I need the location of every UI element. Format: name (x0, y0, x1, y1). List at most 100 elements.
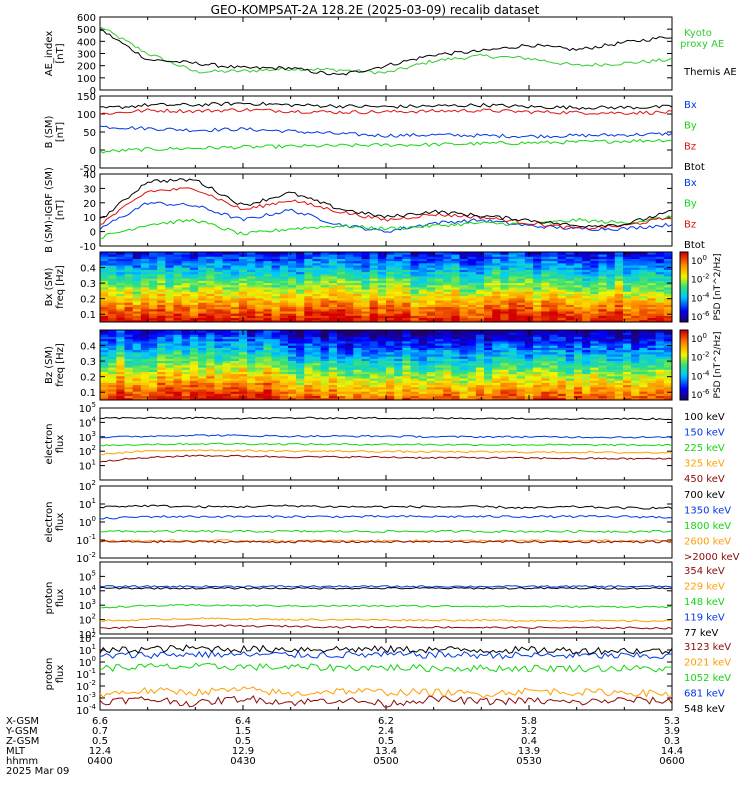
spectrogram-cell (149, 260, 158, 264)
spectrogram-cell (426, 369, 436, 372)
spectrogram-cell (238, 380, 248, 383)
spectrogram-cell (140, 256, 150, 259)
spectrogram-cell (173, 319, 183, 323)
spectrogram-cell (598, 362, 608, 366)
spectrogram-cell (181, 280, 191, 284)
spectrogram-cell (435, 280, 444, 284)
spectrogram-cell (394, 287, 403, 290)
spectrogram-cell (557, 373, 567, 377)
spectrogram-cell (198, 336, 207, 340)
spectrogram-cell (100, 360, 109, 364)
spectrogram-cell (631, 302, 640, 305)
spectrogram-cell (410, 354, 420, 357)
spectrogram-cell (345, 373, 354, 377)
spectrogram-cell (459, 311, 469, 314)
spectrogram-cell (663, 345, 673, 348)
spectrogram-cell (516, 278, 526, 281)
spectrogram-cell (557, 282, 567, 286)
spectrogram-cell (500, 319, 509, 323)
spectrogram-cell (492, 319, 501, 323)
spectrogram-cell (451, 271, 460, 275)
spectrogram-cell (287, 345, 297, 348)
spectrogram-cell (189, 269, 199, 273)
spectrogram-cell (508, 369, 518, 372)
spectrogram-cell (557, 345, 567, 348)
spectrogram-cell (475, 295, 485, 299)
spectrogram-cell (614, 308, 624, 312)
spectrogram-cell (345, 300, 354, 303)
spectrogram-cell (312, 384, 322, 388)
spectrogram-cell (622, 317, 632, 321)
spectrogram-cell (320, 336, 330, 340)
spectrogram-cell (606, 293, 616, 297)
spectrogram-cell (598, 347, 608, 351)
spectrogram-cell (484, 334, 493, 337)
spectrogram-cell (214, 371, 223, 375)
spectrogram-cell (198, 386, 207, 390)
spectrogram-cell (435, 262, 444, 266)
spectrogram-cell (287, 343, 297, 346)
spectrogram-cell (655, 338, 665, 342)
spectrogram-cell (549, 395, 558, 399)
spectrogram-cell (157, 280, 166, 284)
spectrogram-cell (467, 319, 477, 323)
spectrogram-cell (631, 358, 640, 362)
spectrogram-cell (271, 308, 281, 312)
spectrogram-cell (557, 347, 567, 351)
spectrogram-cell (198, 276, 207, 279)
spectrogram-cell (116, 389, 125, 392)
spectrogram-cell (165, 365, 174, 368)
spectrogram-cell (320, 365, 330, 368)
spectrogram-cell (304, 300, 313, 303)
spectrogram-cell (443, 289, 452, 292)
spectrogram-cell (287, 382, 297, 386)
spectrogram-cell (230, 254, 240, 257)
spectrogram-cell (132, 384, 142, 388)
spectrogram-cell (549, 360, 558, 364)
spectrogram-cell (100, 358, 109, 362)
spectrogram-cell (500, 397, 509, 401)
spectrogram-cell (516, 280, 526, 284)
spectrogram-cell (353, 276, 362, 279)
spectrogram-cell (647, 311, 657, 314)
spectrogram-cell (345, 302, 354, 305)
spectrogram-cell (557, 389, 567, 392)
spectrogram-cell (508, 304, 518, 308)
spectrogram-cell (328, 302, 338, 305)
spectrogram-cell (647, 380, 657, 383)
spectrogram-cell (508, 308, 518, 312)
spectrogram-cell (361, 386, 371, 390)
spectrogram-cell (549, 306, 558, 310)
spectrogram-cell (647, 338, 657, 342)
spectrogram-cell (304, 380, 313, 383)
spectrogram-cell (222, 336, 232, 340)
spectrogram-cell (451, 313, 460, 316)
spectrogram-cell (622, 306, 632, 310)
spectrogram-cell (598, 380, 608, 383)
spectrogram-cell (402, 317, 411, 321)
spectrogram-cell (361, 284, 371, 288)
spectrogram-cell (116, 375, 125, 379)
spectrogram-cell (622, 271, 632, 275)
spectrogram-cell (206, 384, 215, 388)
spectrogram-cell (451, 302, 460, 305)
spectrogram-cell (631, 308, 640, 312)
spectrogram-cell (622, 389, 632, 392)
spectrogram-cell (320, 382, 330, 386)
spectrogram-cell (631, 378, 640, 381)
spectrogram-cell (655, 371, 665, 375)
spectrogram-cell (467, 297, 477, 301)
y-tick-label: 105 (79, 401, 96, 415)
spectrogram-cell (149, 336, 158, 340)
spectrogram-cell (631, 289, 640, 292)
spectrogram-cell (426, 258, 436, 262)
spectrogram-cell (582, 265, 591, 268)
spectrogram-cell (418, 273, 428, 277)
spectrogram-cell (663, 273, 673, 277)
spectrogram-cell (255, 384, 264, 388)
spectrogram-cell (484, 347, 493, 351)
spectrogram-cell (622, 351, 632, 355)
spectrogram-cell (590, 336, 599, 340)
spectrogram-cell (263, 345, 272, 348)
spectrogram-cell (402, 334, 411, 337)
